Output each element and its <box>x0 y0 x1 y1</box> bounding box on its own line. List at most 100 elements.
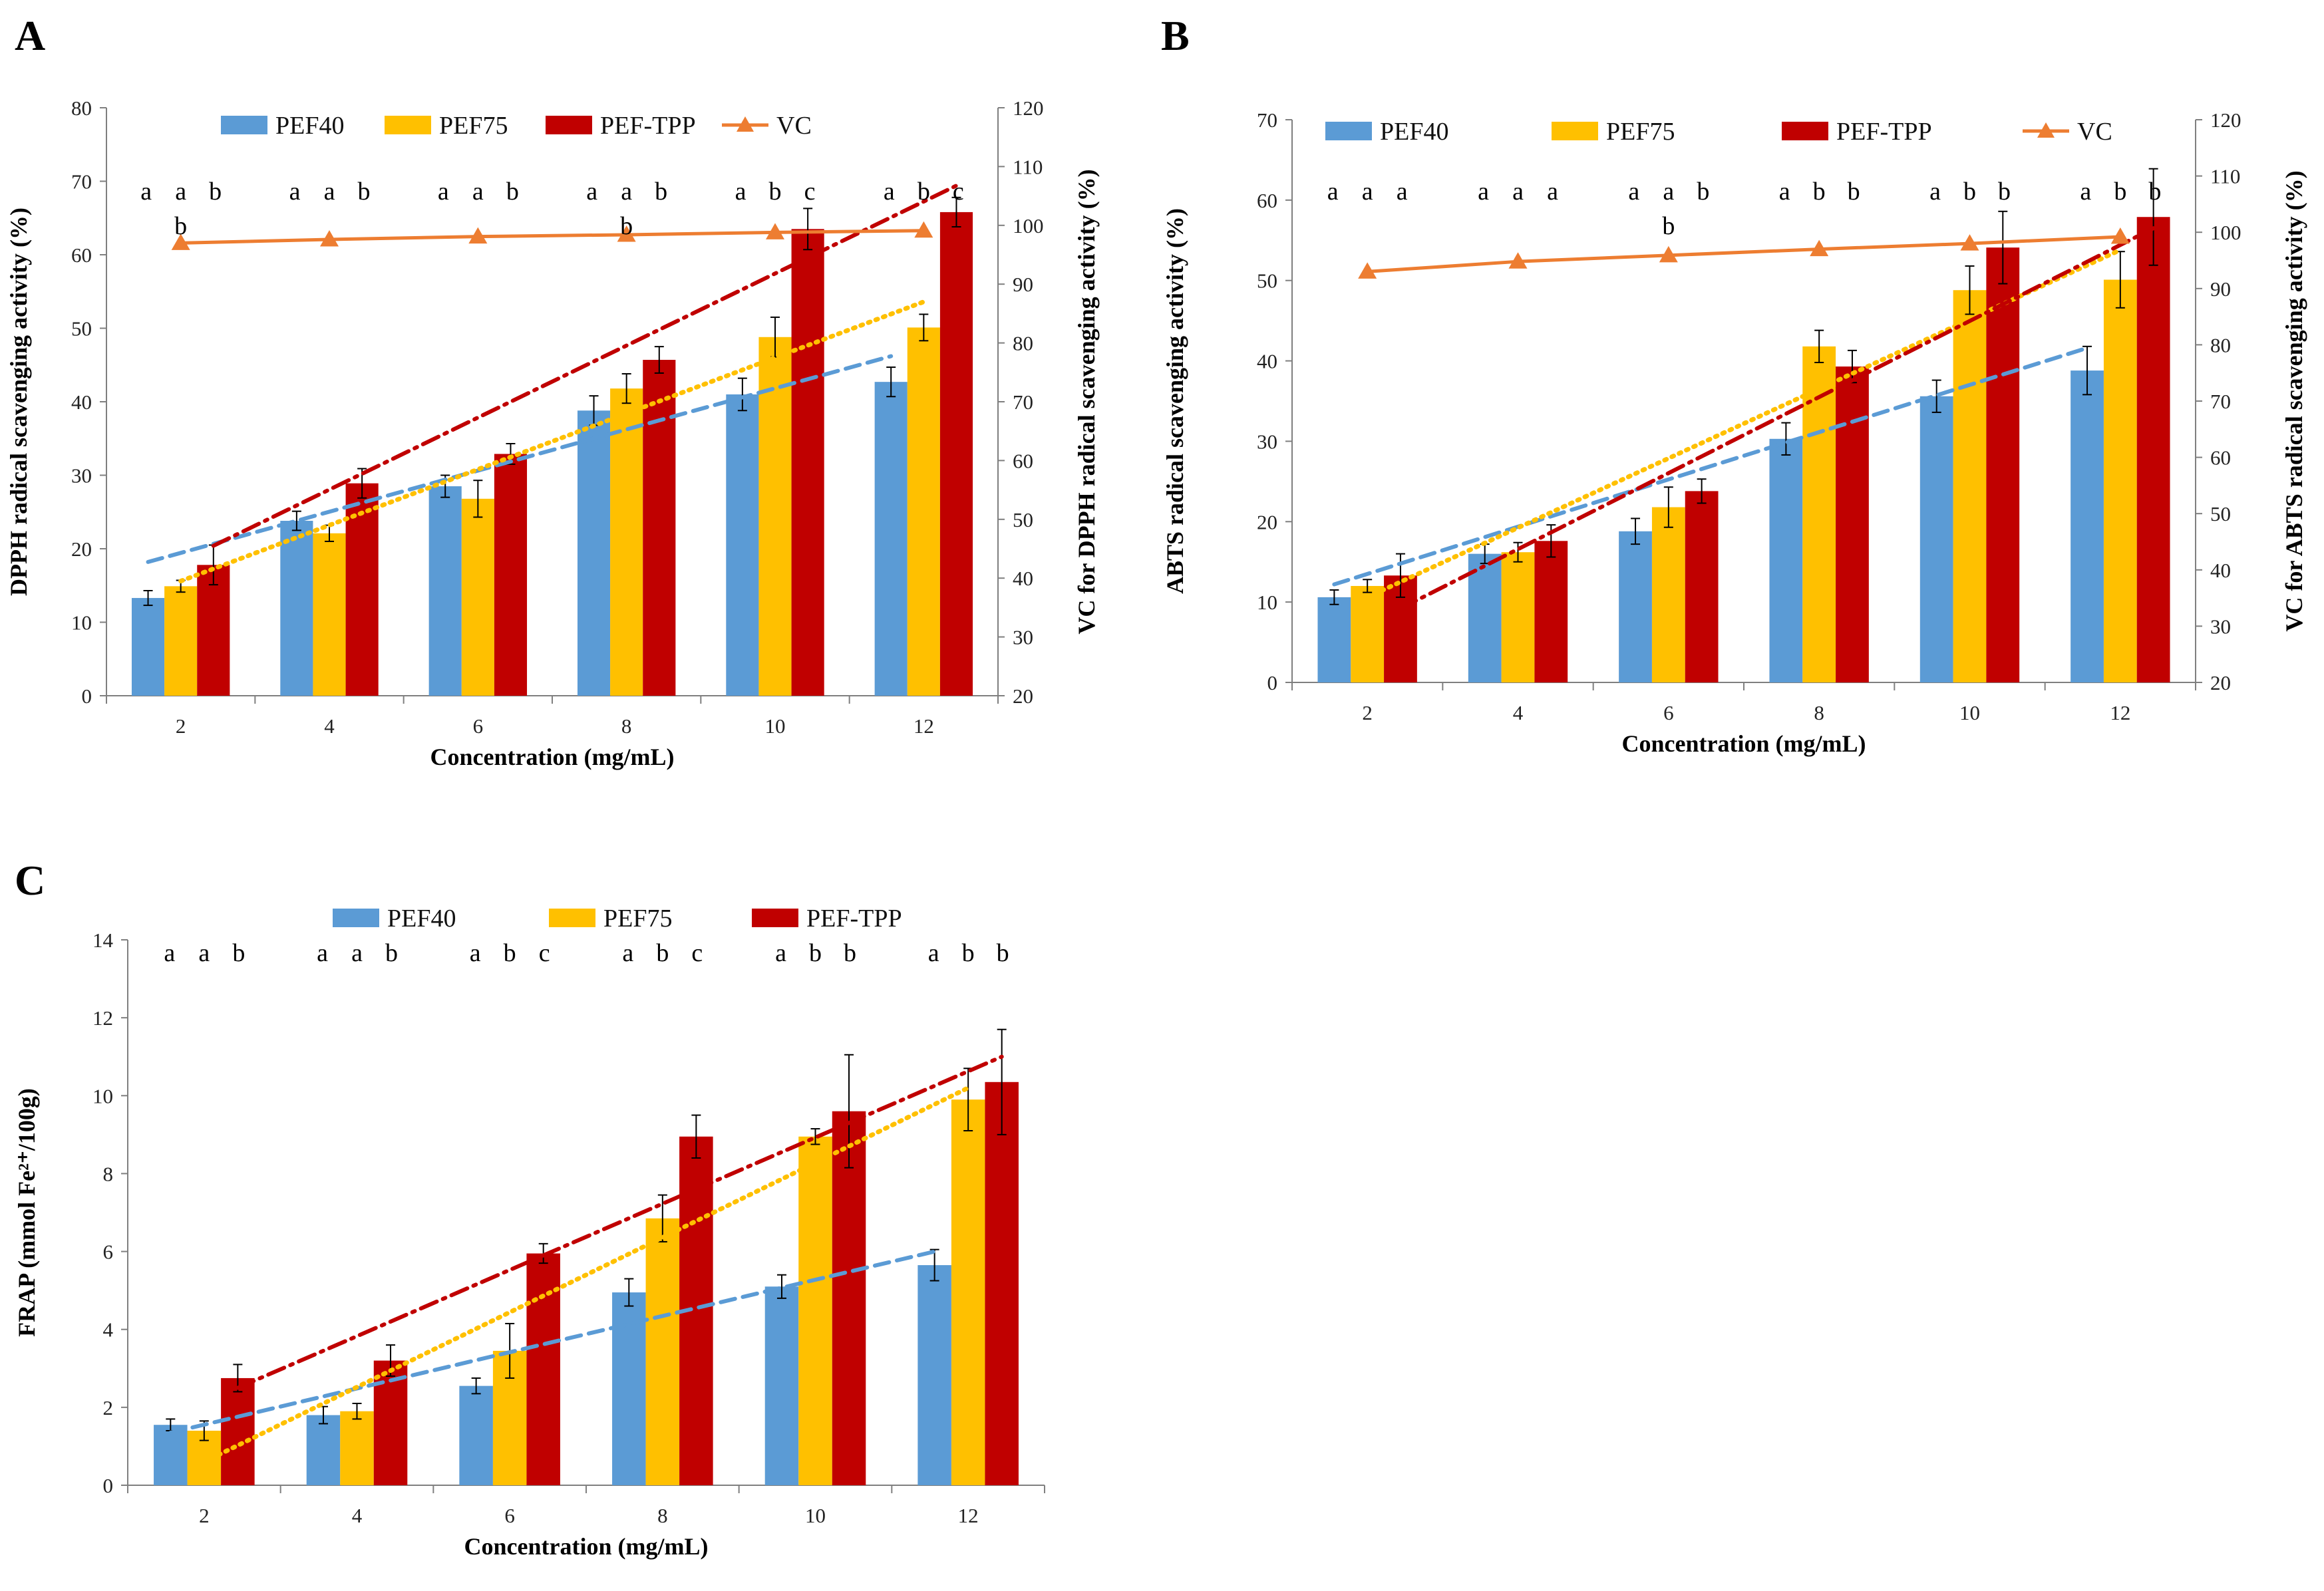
bar-pef40 <box>2071 370 2104 682</box>
significance-letter: b <box>1662 212 1675 240</box>
legend-label: VC <box>2077 118 2112 146</box>
bar-pef-tpp <box>2136 217 2170 682</box>
bar-pef75 <box>164 586 198 696</box>
bar-pef-tpp <box>345 483 379 696</box>
significance-letter: b <box>809 939 822 967</box>
y2-tick-label: 20 <box>2210 671 2231 694</box>
y-tick-label: 80 <box>71 96 92 120</box>
legend-swatch-pef40 <box>221 116 267 134</box>
trendline-pef-tpp <box>211 184 959 548</box>
significance-letter: a <box>586 178 597 206</box>
y-tick-label: 60 <box>71 243 92 267</box>
legend-item-pef75: PEF75 <box>1552 118 1675 146</box>
legend-item-pef-tpp: PEF-TPP <box>1782 118 1932 146</box>
legend-label: PEF75 <box>439 112 508 140</box>
x-tick-label: 6 <box>473 714 484 738</box>
legend-swatch-pef40 <box>333 909 379 927</box>
y-tick-label: 40 <box>71 390 92 414</box>
y-axis-title: DPPH radical scavenging activity (%) <box>5 208 32 596</box>
vc-marker <box>617 225 636 242</box>
significance-letter: b <box>769 178 782 206</box>
y2-tick-label: 120 <box>2210 108 2241 132</box>
x-tick-label: 6 <box>1663 701 1674 724</box>
trendline-pef-tpp <box>1398 226 2156 611</box>
legend-item-pef-tpp: PEF-TPP <box>752 905 902 933</box>
bar-pef75 <box>2103 279 2137 682</box>
bar-pef75 <box>1651 507 1685 682</box>
y2-tick-label: 30 <box>2210 615 2231 638</box>
bar-pef40 <box>874 382 908 696</box>
legend-swatch-pef40 <box>1325 122 1372 140</box>
bar-pef40 <box>280 521 313 696</box>
significance-letter: a <box>1478 178 1489 206</box>
bar-pef75 <box>758 337 792 696</box>
vc-line <box>180 229 924 245</box>
trendline-pef40 <box>168 1249 937 1435</box>
bar-pef40 <box>917 1265 951 1485</box>
bar-pef40 <box>131 598 165 696</box>
legend-item-pef75: PEF75 <box>385 112 508 140</box>
y-tick-label: 0 <box>1267 671 1278 694</box>
significance-letter: a <box>472 178 484 206</box>
y2-tick-label: 80 <box>2210 333 2231 357</box>
vc-marker <box>766 223 784 239</box>
legend-swatch-pef75 <box>1552 122 1598 140</box>
x-tick-label: 2 <box>176 714 186 738</box>
significance-letter: b <box>917 178 930 206</box>
y-tick-label: 30 <box>1257 430 1277 453</box>
x-tick-label: 8 <box>657 1504 668 1527</box>
bar-pef40 <box>612 1292 646 1485</box>
bar-pef40 <box>1468 553 1502 682</box>
y2-tick-label: 30 <box>1013 626 1033 649</box>
legend-label: PEF40 <box>387 905 456 933</box>
bar-pef40 <box>154 1425 188 1485</box>
y-tick-label: 6 <box>103 1240 114 1264</box>
x-tick-label: 12 <box>913 714 934 738</box>
y2-tick-label: 60 <box>1013 449 1033 472</box>
significance-letter: b <box>385 939 398 967</box>
significance-letter: c <box>691 939 703 967</box>
y2-tick-label: 110 <box>2210 165 2240 188</box>
bar-pef75 <box>610 388 643 696</box>
trendline-pef75 <box>1365 247 2123 600</box>
significance-letter: a <box>1663 178 1674 206</box>
legend-label: PEF75 <box>1606 118 1675 146</box>
legend-swatch-pef75 <box>385 116 431 134</box>
y2-tick-label: 60 <box>2210 446 2231 470</box>
y-tick-label: 12 <box>92 1006 113 1030</box>
bar-pef40 <box>306 1415 341 1485</box>
y-axis-title: ABTS radical scavenging activity (%) <box>1162 208 1188 594</box>
y-tick-label: 14 <box>92 929 114 952</box>
y2-tick-label: 40 <box>1013 567 1033 590</box>
y2-tick-label: 20 <box>1013 684 1033 708</box>
significance-letter: b <box>1963 178 1976 206</box>
y2-axis-title: VC for DPPH radical scavenging activity … <box>1073 169 1100 634</box>
bar-pef40 <box>726 394 759 696</box>
panel-letter: A <box>15 12 45 59</box>
legend-swatch-pef75 <box>549 909 595 927</box>
y-tick-label: 70 <box>1257 108 1277 132</box>
significance-letter: b <box>232 939 245 967</box>
x-tick-label: 4 <box>352 1504 363 1527</box>
x-tick-label: 4 <box>1513 701 1524 724</box>
y-tick-label: 50 <box>71 317 92 341</box>
legend-item-vc: VC <box>722 112 812 140</box>
significance-letter: a <box>175 178 186 206</box>
x-axis-title: Concentration (mg/mL) <box>1622 730 1866 757</box>
x-tick-label: 8 <box>1814 701 1824 724</box>
significance-letter: b <box>506 178 519 206</box>
panel-a-dpph-chart: A 0 10 20 30 40 50 60 70 80 20 30 40 50 60 70 80 90 100 110… <box>5 12 1100 770</box>
vc-marker <box>320 230 339 247</box>
significance-letter: a <box>1779 178 1790 206</box>
bar-pef40 <box>764 1286 799 1485</box>
significance-letter: a <box>622 939 633 967</box>
significance-letter: a <box>928 939 939 967</box>
significance-letter: b <box>358 178 371 206</box>
x-tick-label: 12 <box>958 1504 979 1527</box>
vc-marker <box>1960 234 1979 251</box>
significance-letter: c <box>804 178 816 206</box>
significance-letter: a <box>775 939 786 967</box>
significance-letter: b <box>620 212 633 240</box>
y-tick-label: 30 <box>71 464 92 488</box>
